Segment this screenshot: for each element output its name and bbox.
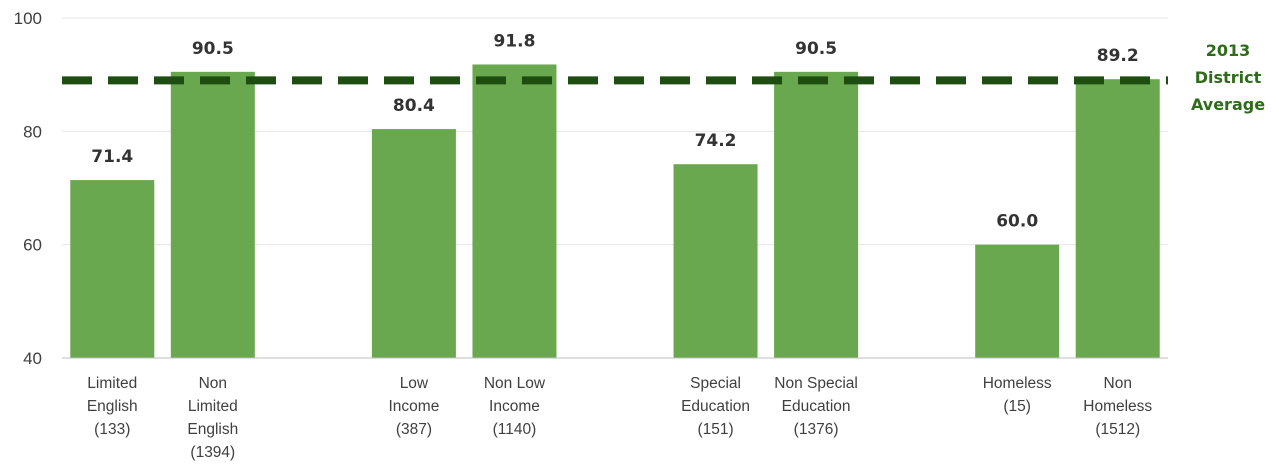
district-average-label: District	[1195, 68, 1262, 87]
bar	[1075, 79, 1160, 358]
data-label: 71.4	[91, 147, 133, 167]
category-label: Special	[690, 375, 741, 392]
bar	[472, 64, 557, 358]
category-label: (133)	[94, 421, 130, 438]
bar	[170, 71, 255, 358]
category-label: (15)	[1003, 398, 1031, 415]
category-label: Homeless	[1083, 398, 1152, 415]
bar	[371, 129, 456, 358]
category-label: (1512)	[1095, 421, 1140, 438]
category-label: (151)	[697, 421, 733, 438]
category-label: Non Low	[484, 375, 546, 392]
y-tick-label: 80	[23, 122, 42, 141]
data-label: 60.0	[996, 212, 1038, 232]
category-label: Income	[388, 398, 439, 415]
data-label: 90.5	[192, 39, 234, 59]
category-label: Education	[681, 398, 750, 415]
category-label: Non	[199, 375, 227, 392]
data-label: 89.2	[1097, 46, 1139, 66]
data-label: 74.2	[695, 131, 737, 151]
data-labels: 71.4 90.5 80.4 91.8 74.2 90.5 60.0 89.2	[91, 31, 1138, 231]
y-tick-label: 40	[23, 349, 42, 368]
category-label: English	[187, 421, 238, 438]
category-label: Non	[1104, 375, 1132, 392]
y-tick-label: 60	[23, 236, 42, 255]
category-label: (1140)	[493, 421, 537, 438]
district-average-label: 2013	[1206, 41, 1251, 60]
category-label: (1394)	[190, 444, 235, 461]
bars	[70, 64, 1160, 358]
x-axis: Limited English (133) Non Limited English (139…	[62, 357, 1168, 461]
y-tick-label: 100	[14, 9, 42, 28]
category-label: (387)	[396, 421, 432, 438]
bar	[673, 164, 758, 358]
bar	[975, 244, 1060, 358]
reference-line-label: 2013 District Average	[1191, 41, 1265, 114]
category-label: Homeless	[983, 375, 1052, 392]
data-label: 91.8	[493, 31, 535, 51]
bar	[70, 180, 155, 358]
data-label: 80.4	[393, 96, 435, 116]
category-label: Limited	[188, 398, 238, 415]
category-label: Low	[400, 375, 429, 392]
category-label: Non Special	[774, 375, 858, 392]
category-label: Income	[489, 398, 540, 415]
district-average-label: Average	[1191, 95, 1265, 114]
category-label: Education	[782, 398, 851, 415]
bar	[774, 71, 859, 358]
y-axis: 40 60 80 100	[14, 9, 42, 368]
category-label: Limited	[87, 375, 137, 392]
category-label: English	[87, 398, 138, 415]
data-label: 90.5	[795, 39, 837, 59]
category-label: (1376)	[794, 421, 839, 438]
